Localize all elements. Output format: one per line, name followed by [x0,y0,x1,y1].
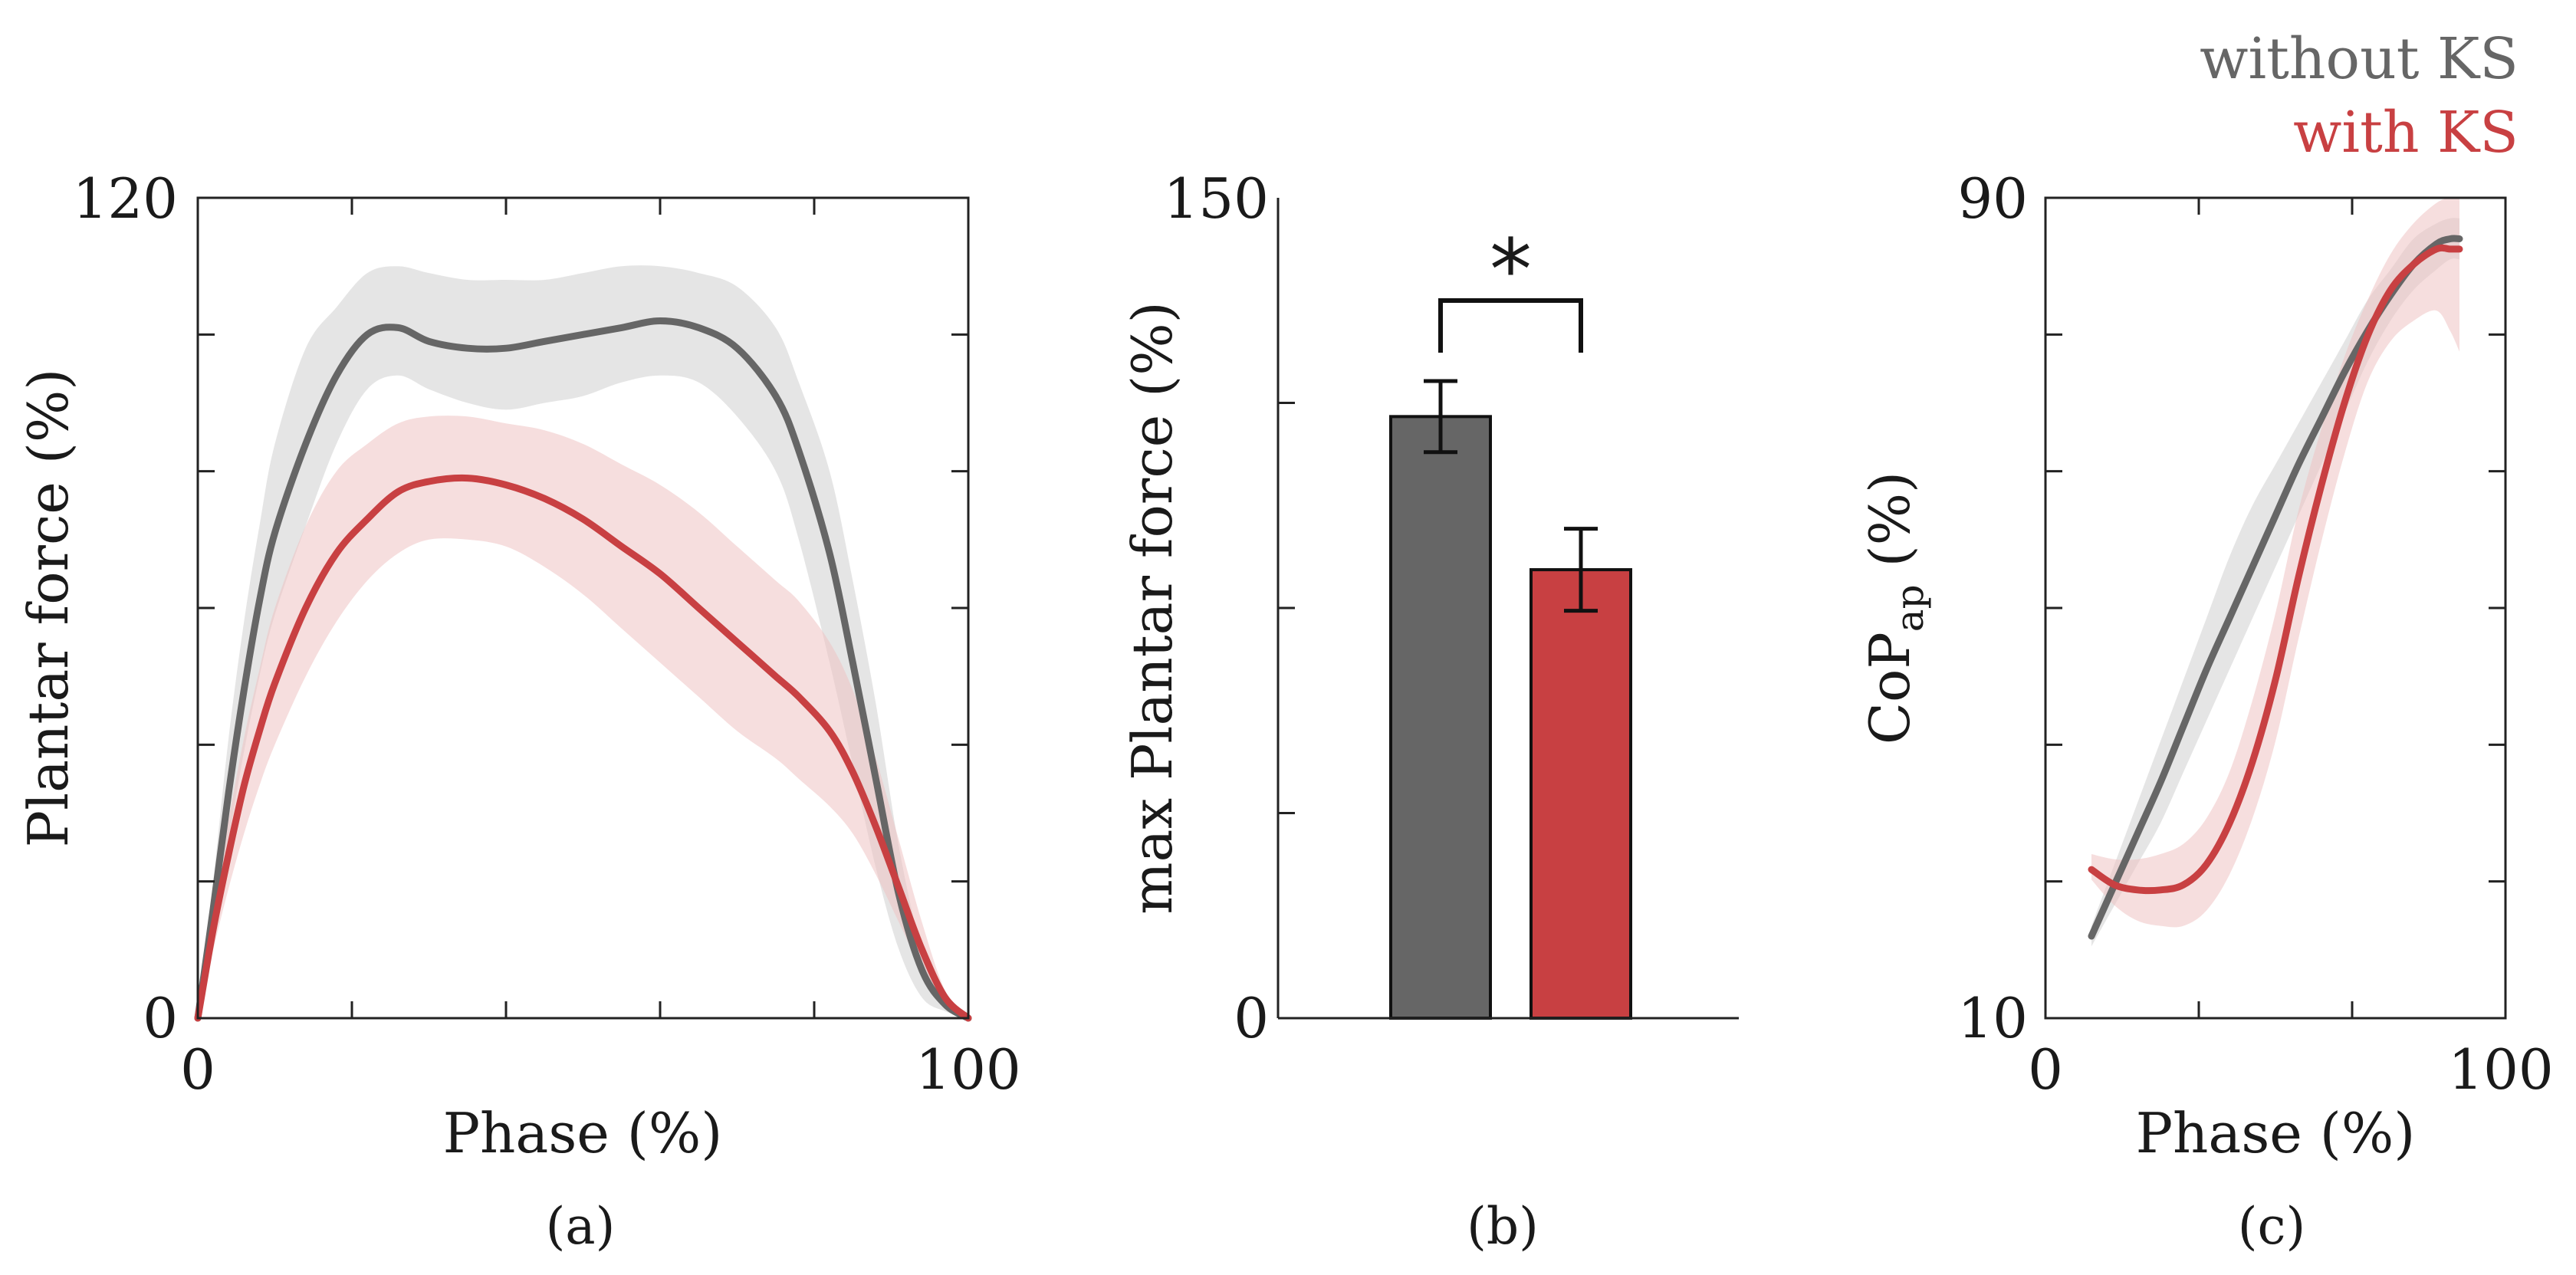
panel-a-label: (a) [546,1197,616,1256]
panel-b-ytick-bottom: 0 [1234,986,1269,1050]
panel-c-xlabel: Phase (%) [2136,1101,2416,1165]
panel-a-xlabel: Phase (%) [443,1101,723,1165]
legend: without KS with KS [2200,26,2518,166]
panel-b-ytick-top: 150 [1164,166,1269,231]
panel-a-bands [198,265,968,1018]
panel-c-lines [2088,235,2463,940]
panel-b-label: (b) [1467,1197,1539,1256]
legend-without-ks: without KS [2200,26,2518,92]
panel-c-bands [2091,197,2459,947]
panel-c-xtick-left: 0 [2028,1037,2063,1102]
panel-c-ylabel-sub: ap [1888,584,1932,632]
panel-a-xtick-left: 0 [180,1037,215,1102]
panel-b-bars [1389,379,1632,1020]
panel-c-ylabel-suffix: (%) [1858,472,1922,584]
bar-with-ks [1530,568,1632,1020]
panel-c-ytick-bottom: 10 [1957,986,2028,1050]
panel-c-ytick-top: 90 [1957,166,2028,231]
legend-with-ks: with KS [2293,100,2518,166]
panel-c-ylabel-main: CoP [1858,632,1922,744]
panel-a-ytick-top: 120 [73,166,178,231]
panel-c-ylabel: CoPap (%) [1858,472,1932,744]
panel-b-ticks [1278,402,1295,814]
significance-star: * [1490,221,1532,319]
panel-a-line-with-ks [194,474,972,1022]
panel-a-ylabel: Plantar force (%) [16,369,80,848]
panel-c-line-with-ks [2088,244,2463,895]
panel-c-band-without-ks [2091,218,2459,947]
panel-a-band-with-ks [198,416,968,1018]
panel-c-label: (c) [2238,1197,2305,1256]
bar-without-ks [1389,415,1492,1020]
panel-c-xtick-right: 100 [2448,1037,2553,1102]
panel-c: 90 10 0 100 Phase (%) CoPap (%) (c) [1858,166,2554,1256]
panel-b-ylabel: max Plantar force (%) [1120,301,1184,914]
panel-a-lines [194,317,972,1022]
panel-b: 150 0 max Plantar force (%) * (b) [1120,166,1739,1256]
panel-a-ticks [198,198,968,1018]
panel-a-ytick-bottom: 0 [143,986,178,1050]
panel-a: 120 0 0 100 Phase (%) Plantar force (%) … [16,166,1021,1256]
panel-a-xtick-right: 100 [915,1037,1020,1102]
panel-a-band-without-ks [198,265,968,1018]
panel-a-line-without-ks [194,317,972,1022]
significance-bracket [1438,298,1583,353]
panel-c-ticks [2045,198,2505,1018]
panel-c-band-with-ks [2091,197,2459,928]
